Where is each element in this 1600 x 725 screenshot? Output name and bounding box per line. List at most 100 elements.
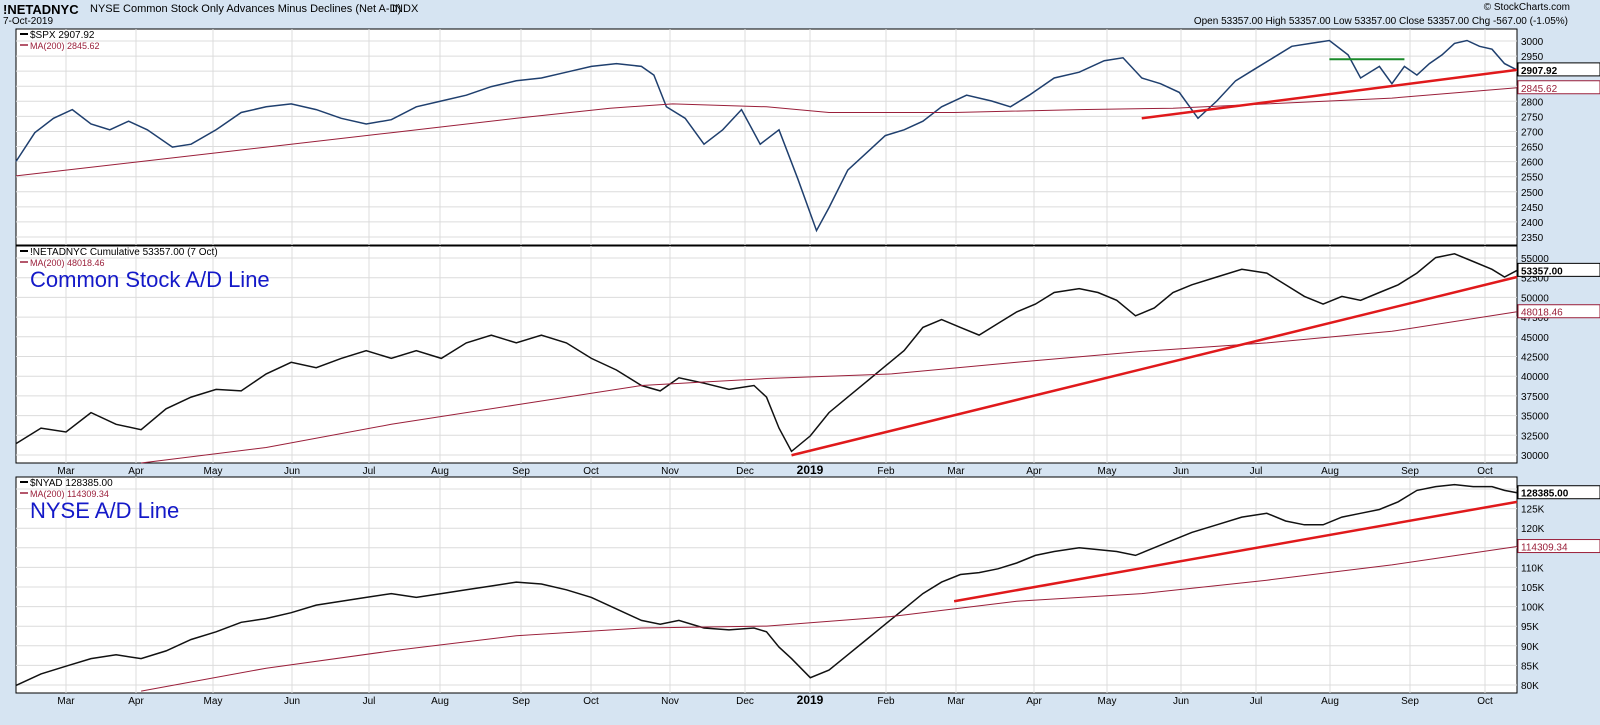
price-series-line xyxy=(15,483,1518,687)
ma200-line xyxy=(141,546,1518,692)
month-label: Feb xyxy=(877,696,895,707)
y-tick-label: 90K xyxy=(1521,642,1539,653)
month-label: 2019 xyxy=(797,693,824,707)
ma-value-tag xyxy=(1517,80,1600,95)
month-label: May xyxy=(204,466,223,477)
last-value-tag xyxy=(1517,485,1600,500)
support-trendline xyxy=(791,275,1518,457)
y-tick-label: 2350 xyxy=(1521,233,1544,244)
month-label: Apr xyxy=(128,696,144,707)
y-tick-label: 2950 xyxy=(1521,52,1544,63)
legend-ma: MA(200) 48018.46 xyxy=(30,258,105,268)
panel-2 xyxy=(15,245,1518,464)
y-tick-label: 2450 xyxy=(1521,203,1544,214)
month-label: Mar xyxy=(947,466,965,477)
last-value-tag xyxy=(1517,262,1600,277)
y-tick-label: 105K xyxy=(1521,583,1545,594)
y-tick-label: 2750 xyxy=(1521,112,1544,123)
y-tick-label: 32500 xyxy=(1521,431,1549,442)
y-tick-label: 37500 xyxy=(1521,392,1549,403)
y-tick-label: 120K xyxy=(1521,524,1545,535)
y-tick-label: 80K xyxy=(1521,681,1539,692)
month-label: May xyxy=(1098,696,1117,707)
ma200-line xyxy=(141,311,1518,464)
month-label: Nov xyxy=(661,696,679,707)
month-label: Jul xyxy=(363,466,376,477)
symbol-title: !NETADNYC xyxy=(3,2,79,17)
watermark: © StockCharts.com xyxy=(1483,2,1570,13)
month-label: May xyxy=(1098,466,1117,477)
panel-1 xyxy=(15,28,1518,246)
last-value-label: 2907.92 xyxy=(1521,66,1558,77)
chart-date: 7-Oct-2019 xyxy=(3,16,54,27)
month-label: Mar xyxy=(57,696,75,707)
panel-3 xyxy=(15,476,1518,694)
exchange-label: INDX xyxy=(392,3,419,15)
month-label: Mar xyxy=(947,696,965,707)
y-tick-label: 40000 xyxy=(1521,372,1549,383)
month-label: Jul xyxy=(1250,696,1263,707)
month-label: Oct xyxy=(1477,466,1493,477)
month-label: Aug xyxy=(431,696,449,707)
y-tick-label: 42500 xyxy=(1521,353,1549,364)
y-tick-label: 95K xyxy=(1521,622,1539,633)
support-trendline xyxy=(953,500,1518,603)
y-tick-label: 125K xyxy=(1521,505,1545,516)
last-value-label: 128385.00 xyxy=(1521,489,1569,500)
month-label: Apr xyxy=(128,466,144,477)
y-tick-label: 100K xyxy=(1521,603,1545,614)
ma-value-tag xyxy=(1517,304,1600,319)
month-label: Nov xyxy=(661,466,679,477)
ma-value-label: 2845.62 xyxy=(1521,84,1558,95)
chart-header: !NETADNYC NYSE Common Stock Only Advance… xyxy=(0,0,1600,28)
last-value-label: 53357.00 xyxy=(1521,266,1563,277)
month-label: Dec xyxy=(736,696,754,707)
month-label: Dec xyxy=(736,466,754,477)
last-value-tag xyxy=(1517,62,1600,77)
month-label: Mar xyxy=(57,466,75,477)
ohlc-readout: Open 53357.00 High 53357.00 Low 53357.00… xyxy=(1193,16,1568,27)
legend-series: !NETADNYC Cumulative 53357.00 (7 Oct) xyxy=(30,247,218,258)
month-label: May xyxy=(204,696,223,707)
month-label: Apr xyxy=(1026,466,1042,477)
month-label: Sep xyxy=(512,466,530,477)
symbol-description: NYSE Common Stock Only Advances Minus De… xyxy=(90,3,402,15)
y-tick-label: 52500 xyxy=(1521,274,1549,285)
legend-series: $NYAD 128385.00 xyxy=(30,478,113,489)
month-label: Sep xyxy=(512,696,530,707)
y-tick-label: 45000 xyxy=(1521,333,1549,344)
month-label: Oct xyxy=(1477,696,1493,707)
month-label: Aug xyxy=(1321,466,1339,477)
month-label: Aug xyxy=(431,466,449,477)
month-label: Sep xyxy=(1401,466,1419,477)
y-tick-label: 2600 xyxy=(1521,158,1544,169)
y-tick-label: 47500 xyxy=(1521,313,1549,324)
ma-value-label: 48018.46 xyxy=(1521,308,1563,319)
support-trendline xyxy=(1141,68,1518,120)
legend-series: $SPX 2907.92 xyxy=(30,30,95,41)
month-label: Jul xyxy=(363,696,376,707)
month-label: Oct xyxy=(583,696,599,707)
price-series-line xyxy=(15,253,1518,453)
month-label: Jun xyxy=(1173,466,1189,477)
y-tick-label: 50000 xyxy=(1521,293,1549,304)
y-tick-label: 3000 xyxy=(1521,37,1544,48)
month-label: Apr xyxy=(1026,696,1042,707)
month-label: Oct xyxy=(583,466,599,477)
panel-annotation: Common Stock A/D Line xyxy=(30,267,270,292)
legend-ma: MA(200) 114309.34 xyxy=(30,489,109,499)
ma-value-label: 114309.34 xyxy=(1521,543,1568,554)
panel-annotation: NYSE A/D Line xyxy=(30,498,179,523)
ma-value-tag xyxy=(1517,539,1600,554)
y-tick-label: 2550 xyxy=(1521,173,1544,184)
legend-ma: MA(200) 2845.62 xyxy=(30,41,100,51)
y-tick-label: 2800 xyxy=(1521,97,1544,108)
month-label: 2019 xyxy=(797,463,824,477)
month-label: Jun xyxy=(284,466,300,477)
month-label: Jun xyxy=(1173,696,1189,707)
y-tick-label: 2500 xyxy=(1521,188,1544,199)
month-label: Feb xyxy=(877,466,895,477)
y-tick-label: 2700 xyxy=(1521,127,1544,138)
y-tick-label: 35000 xyxy=(1521,412,1549,423)
